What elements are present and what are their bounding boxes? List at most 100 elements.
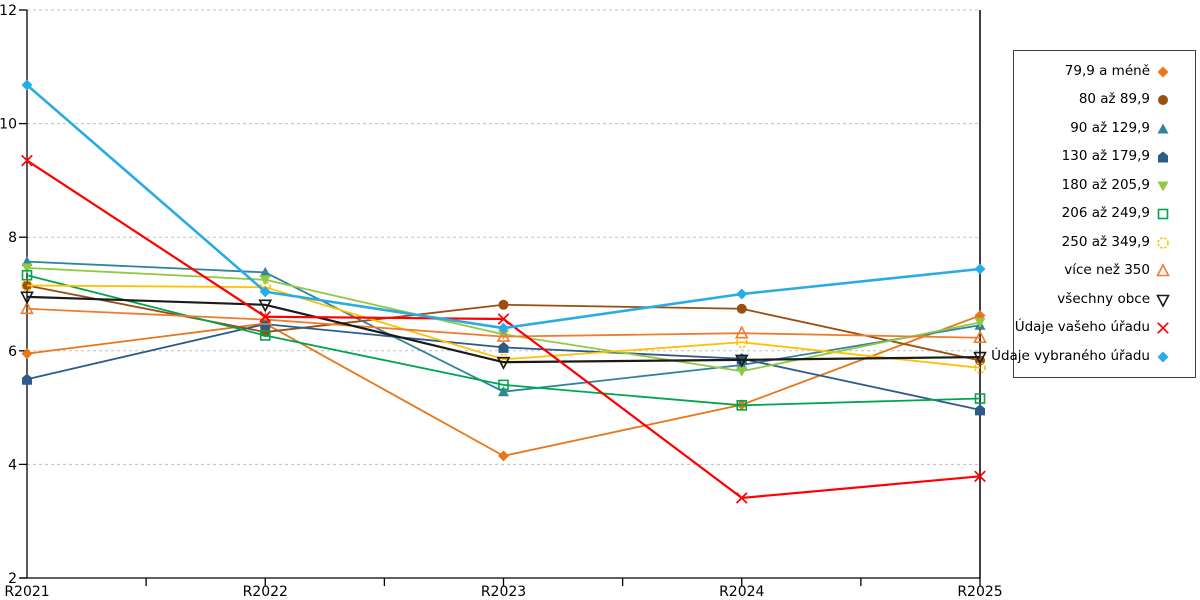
- data-point-130-a-179-9-r2023: [498, 341, 509, 353]
- series-daje-va-eho-adu: [21, 154, 986, 504]
- series-v-echny-obce: [20, 291, 987, 370]
- data-point-180-a-205-9-r2021: [21, 263, 33, 274]
- series-line: [26, 274, 981, 407]
- data-point-daje-vybran-ho-adu-r2023: [498, 322, 509, 334]
- legend-item-130-a-179-9: 130 až 179,9: [1014, 149, 1195, 165]
- x-axis-label-r2024: R2024: [719, 584, 764, 600]
- data-point-daje-vybran-ho-adu-r2025: [974, 263, 986, 275]
- data-point-180-a-205-9-r2024: [736, 366, 748, 377]
- data-point-79-9-a-m-n-r2021: [21, 348, 33, 360]
- 90-a-129-9-marker-icon: [1157, 123, 1169, 133]
- data-point-90-a-129-9-r2023: [498, 386, 509, 397]
- x-axis-label-r2025: R2025: [957, 584, 1002, 600]
- data-point-daje-va-eho-adu-r2023: [497, 313, 510, 325]
- data-point-180-a-205-9-r2022: [259, 275, 271, 286]
- data-point-daje-va-eho-adu-r2022: [259, 310, 272, 323]
- 130-a-179-9-marker-icon: [1158, 151, 1168, 163]
- series-line: [26, 284, 981, 369]
- data-point-v-echny-obce-r2024: [734, 354, 749, 368]
- data-point-80-a-89-9-r2023: [498, 299, 509, 310]
- data-point-206-a-249-9-r2025: [974, 393, 986, 404]
- x-axis-label-r2022: R2022: [243, 584, 288, 600]
- series-130-a-179-9: [22, 318, 985, 416]
- data-point-250-a-349-9-r2021: [21, 279, 33, 292]
- data-point-80-a-89-9-r2024: [736, 303, 747, 314]
- legend-item-label: 180 až 205,9: [1061, 176, 1150, 193]
- v-ce-ne-350-marker-icon: [1156, 263, 1170, 277]
- daje-vybran-ho-adu-marker-icon: [1157, 351, 1169, 362]
- data-point-v-ce-ne-350-r2023: [496, 328, 511, 342]
- legend-item-label: 130 až 179,9: [1061, 148, 1150, 165]
- legend-item-label: 250 až 349,9: [1061, 233, 1150, 250]
- 250-a-349-9-marker-icon: [1157, 236, 1169, 249]
- legend-item-label: všechny obce: [1057, 290, 1150, 307]
- 180-a-205-9-marker-icon: [1157, 181, 1169, 191]
- data-point-daje-vybran-ho-adu-r2022: [259, 286, 271, 298]
- data-point-v-echny-obce-r2025: [973, 351, 987, 365]
- data-point-250-a-349-9-r2022: [259, 281, 272, 293]
- series-line: [26, 307, 981, 339]
- 79-9-a-m-n-marker-icon: [1157, 66, 1169, 77]
- legend-item-250-a-349-9: 250 až 349,9: [1014, 235, 1195, 251]
- data-point-180-a-205-9-r2023: [498, 329, 509, 340]
- chart-legend: 79,9 a méně 80 až 89,9 90 až 129,9 130 až 1…: [991, 50, 1196, 378]
- legend-item-label: více než 350: [1064, 262, 1150, 279]
- legend-item-180-a-205-9: 180 až 205,9: [1014, 178, 1195, 194]
- y-axis-label-2: 2: [8, 571, 17, 587]
- data-point-daje-va-eho-adu-r2025: [974, 470, 986, 483]
- legend-item-90-a-129-9: 90 až 129,9: [1014, 121, 1195, 137]
- legend-item-label: 206 až 249,9: [1061, 205, 1150, 222]
- y-axis-label-6: 6: [8, 344, 17, 360]
- series-180-a-205-9: [21, 263, 986, 377]
- data-point-130-a-179-9-r2025: [975, 404, 985, 416]
- legend-item-label: 90 až 129,9: [1070, 119, 1150, 136]
- legend-item-v-echny-obce: všechny obce: [1014, 292, 1195, 308]
- data-point-daje-vybran-ho-adu-r2021: [21, 79, 33, 91]
- y-axis-label-8: 8: [8, 230, 17, 246]
- series-daje-vybran-ho-adu: [21, 79, 986, 334]
- data-point-v-ce-ne-350-r2021: [20, 301, 34, 315]
- data-point-206-a-249-9-r2024: [736, 400, 748, 411]
- data-point-daje-vybran-ho-adu-r2024: [736, 288, 748, 300]
- legend-item-v-ce-ne-350: více než 350: [1014, 263, 1195, 279]
- data-point-250-a-349-9-r2025: [974, 362, 986, 374]
- 206-a-249-9-marker-icon: [1157, 208, 1169, 220]
- legend-item-80-a-89-9: 80 až 89,9: [1014, 92, 1195, 108]
- legend-item-daje-va-eho-adu: Údaje vašeho úřadu: [1014, 320, 1195, 336]
- series-line: [26, 83, 981, 330]
- y-axis-label-10: 10: [0, 117, 17, 133]
- data-point-206-a-249-9-r2021: [21, 269, 33, 281]
- legend-item-206-a-249-9: 206 až 249,9: [1014, 206, 1195, 222]
- x-axis-label-r2021: R2021: [4, 584, 49, 600]
- data-point-90-a-129-9-r2022: [259, 266, 271, 277]
- data-point-206-a-249-9-r2023: [498, 379, 509, 391]
- data-point-v-echny-obce-r2022: [258, 299, 273, 313]
- series-line: [26, 295, 981, 364]
- data-point-v-ce-ne-350-r2024: [734, 325, 749, 339]
- v-echny-obce-marker-icon: [1156, 294, 1170, 308]
- data-point-daje-va-eho-adu-r2024: [735, 492, 748, 504]
- data-point-v-ce-ne-350-r2025: [973, 330, 987, 344]
- y-axis-label-12: 12: [0, 3, 17, 19]
- data-point-79-9-a-m-n-r2023: [498, 450, 509, 462]
- data-point-180-a-205-9-r2025: [974, 317, 986, 328]
- data-point-v-echny-obce-r2023: [496, 356, 511, 370]
- series-206-a-249-9: [21, 269, 986, 411]
- legend-item-label: Údaje vybraného úřadu: [991, 347, 1150, 364]
- daje-va-eho-adu-marker-icon: [1157, 322, 1169, 334]
- data-point-250-a-349-9-r2024: [735, 336, 748, 349]
- legend-item-daje-vybran-ho-adu: Údaje vybraného úřadu: [991, 349, 1195, 365]
- legend-item-label: 80 až 89,9: [1078, 91, 1150, 108]
- data-point-v-echny-obce-r2021: [20, 291, 34, 305]
- 80-a-89-9-marker-icon: [1158, 95, 1168, 105]
- data-point-206-a-249-9-r2022: [259, 330, 271, 341]
- y-axis-label-4: 4: [8, 457, 17, 473]
- legend-item-label: Údaje vašeho úřadu: [1014, 319, 1150, 336]
- x-axis-label-r2023: R2023: [481, 584, 526, 600]
- legend-item-79-9-a-m-n: 79,9 a méně: [1014, 64, 1195, 80]
- legend-item-label: 79,9 a méně: [1064, 62, 1150, 79]
- data-point-130-a-179-9-r2021: [22, 373, 32, 385]
- data-point-daje-va-eho-adu-r2021: [21, 154, 33, 167]
